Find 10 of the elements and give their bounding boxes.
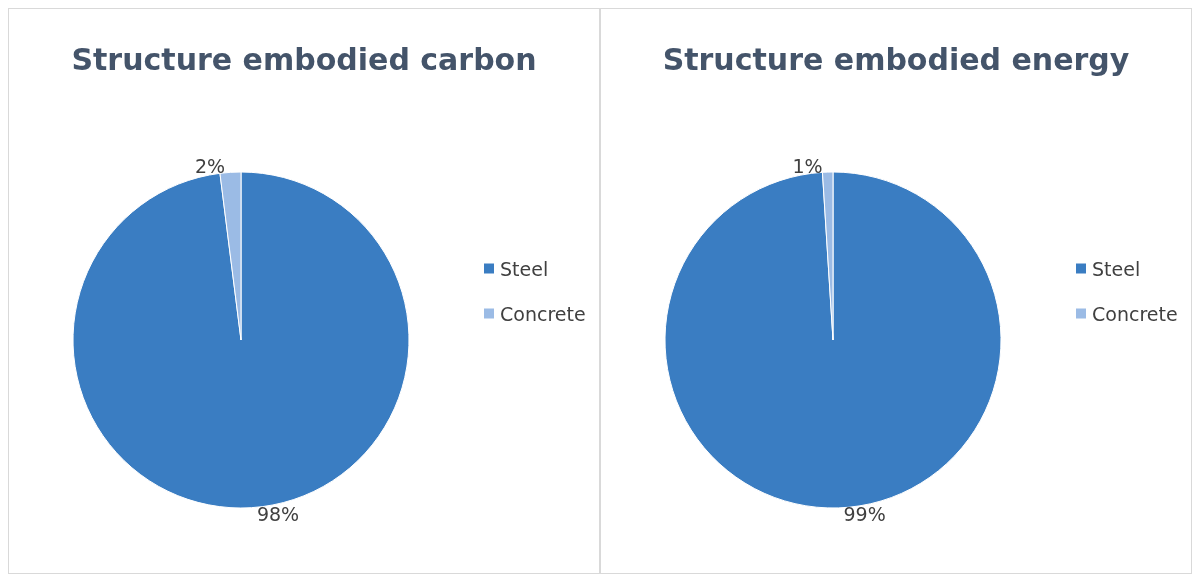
legend-label: Concrete <box>1092 302 1178 325</box>
data-label: 98% <box>256 502 300 525</box>
data-label: 1% <box>792 155 823 178</box>
data-label: 2% <box>194 155 226 178</box>
legend-label: Steel <box>1092 257 1141 280</box>
chart-title: Structure embodied energy <box>662 41 1130 77</box>
legend-label: Steel <box>500 257 549 280</box>
chart-title: Structure embodied carbon <box>71 41 537 77</box>
data-label: 99% <box>843 502 886 525</box>
legend-label: Concrete <box>500 302 586 325</box>
